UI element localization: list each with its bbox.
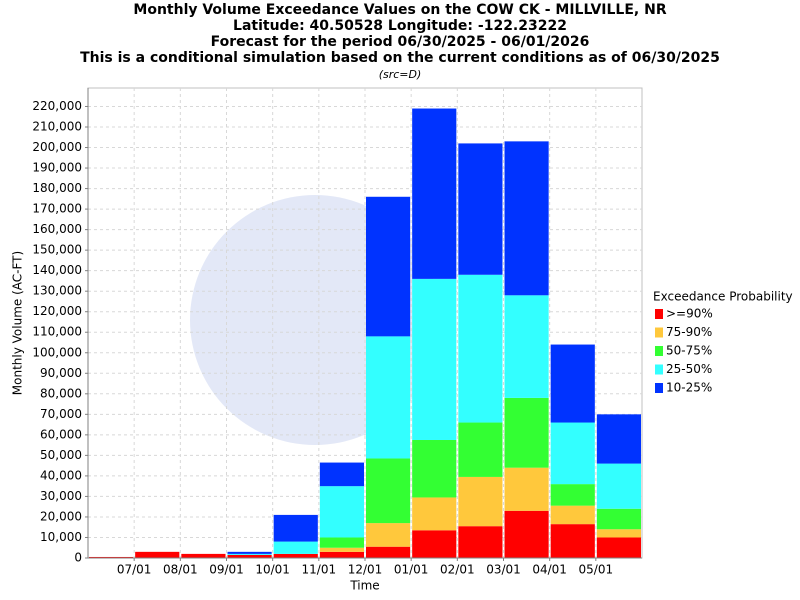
legend-label: 25-50% bbox=[666, 362, 712, 376]
bar-segment bbox=[319, 537, 364, 548]
y-tick-label: 160,000 bbox=[32, 222, 82, 236]
legend-label: 50-75% bbox=[666, 344, 712, 358]
bar-segment bbox=[458, 274, 503, 423]
bar-segment bbox=[412, 108, 457, 279]
bar-segment bbox=[412, 278, 457, 440]
bar-segment bbox=[458, 143, 503, 275]
x-tick-label: 11/01 bbox=[302, 563, 337, 577]
y-tick-label: 70,000 bbox=[40, 407, 82, 421]
bar-segment bbox=[504, 397, 549, 468]
y-axis-label: Monthly Volume (AC-FT) bbox=[11, 251, 25, 395]
y-tick-label: 40,000 bbox=[40, 468, 82, 482]
y-tick-label: 180,000 bbox=[32, 181, 82, 195]
bar-segment bbox=[550, 505, 595, 525]
bar-segment bbox=[227, 553, 272, 555]
y-tick-label: 200,000 bbox=[32, 140, 82, 154]
legend-label: 10-25% bbox=[666, 381, 712, 395]
y-tick-label: 10,000 bbox=[40, 530, 82, 544]
bar-segment bbox=[366, 458, 411, 524]
y-tick-label: 90,000 bbox=[40, 366, 82, 380]
y-tick-label: 140,000 bbox=[32, 263, 82, 277]
legend-swatch bbox=[655, 364, 663, 375]
y-tick-label: 20,000 bbox=[40, 509, 82, 523]
bar-segment bbox=[550, 344, 595, 423]
x-tick-label: 10/01 bbox=[255, 563, 290, 577]
bar-segment bbox=[366, 336, 411, 459]
bar-segment bbox=[504, 141, 549, 296]
chart-title: This is a conditional simulation based o… bbox=[80, 50, 720, 66]
y-tick-label: 130,000 bbox=[32, 284, 82, 298]
bar-segment bbox=[227, 554, 272, 558]
bar-segment bbox=[366, 196, 411, 337]
legend-swatch bbox=[655, 383, 663, 393]
bar-segment bbox=[135, 551, 180, 558]
bar-segment bbox=[458, 476, 503, 527]
chart-title: Monthly Volume Exceedance Values on the … bbox=[133, 2, 666, 18]
legend-label: >=90% bbox=[666, 307, 713, 321]
x-tick-label: 07/01 bbox=[117, 563, 152, 577]
bar-segment bbox=[596, 414, 641, 464]
legend-label: 75-90% bbox=[666, 325, 712, 339]
bar-segment bbox=[596, 537, 641, 558]
bar-segment bbox=[504, 295, 549, 398]
x-tick-label: 01/01 bbox=[394, 563, 429, 577]
bar-segment bbox=[596, 529, 641, 538]
bar-segment bbox=[596, 508, 641, 530]
x-tick-label: 05/01 bbox=[579, 563, 614, 577]
subtitle: (src=D) bbox=[379, 68, 422, 81]
x-tick-label: 08/01 bbox=[163, 563, 198, 577]
bar-segment bbox=[273, 541, 318, 554]
bar-segment bbox=[504, 467, 549, 511]
x-tick-label: 04/01 bbox=[532, 563, 567, 577]
bar-segment bbox=[227, 551, 272, 554]
bar-segment bbox=[319, 547, 364, 552]
x-tick-label: 03/01 bbox=[486, 563, 521, 577]
legend-swatch bbox=[655, 346, 663, 356]
bar-segment bbox=[319, 462, 364, 487]
chart-title: Forecast for the period 06/30/2025 - 06/… bbox=[211, 34, 590, 50]
bar-segment bbox=[319, 486, 364, 538]
y-tick-label: 80,000 bbox=[40, 386, 82, 400]
bar-segment bbox=[319, 551, 364, 558]
y-tick-label: 150,000 bbox=[32, 243, 82, 257]
y-tick-label: 60,000 bbox=[40, 427, 82, 441]
bar-segment bbox=[458, 422, 503, 477]
bar-segment bbox=[273, 553, 318, 558]
y-tick-label: 50,000 bbox=[40, 448, 82, 462]
bar-segment bbox=[181, 553, 226, 558]
bar-segment bbox=[550, 422, 595, 485]
bar-segment bbox=[458, 526, 503, 558]
bar-segment bbox=[412, 530, 457, 558]
x-axis-label: Time bbox=[349, 579, 379, 593]
bar-segment bbox=[412, 439, 457, 498]
y-tick-label: 190,000 bbox=[32, 161, 82, 175]
x-tick-label: 09/01 bbox=[209, 563, 244, 577]
bar-segment bbox=[550, 524, 595, 558]
y-tick-label: 100,000 bbox=[32, 345, 82, 359]
bar-segment bbox=[366, 546, 411, 558]
x-tick-label: 12/01 bbox=[348, 563, 383, 577]
legend-swatch bbox=[655, 327, 663, 338]
bar-segment bbox=[596, 463, 641, 509]
bar-segment bbox=[273, 514, 318, 542]
bar-segment bbox=[504, 510, 549, 558]
bar-segment bbox=[366, 523, 411, 547]
y-tick-label: 110,000 bbox=[32, 325, 82, 339]
y-tick-label: 170,000 bbox=[32, 202, 82, 216]
bar-segment bbox=[89, 556, 134, 558]
legend-title: Exceedance Probability bbox=[653, 290, 793, 304]
y-tick-label: 120,000 bbox=[32, 304, 82, 318]
y-tick-label: 210,000 bbox=[32, 119, 82, 133]
y-tick-label: 220,000 bbox=[32, 99, 82, 113]
y-tick-label: 30,000 bbox=[40, 489, 82, 503]
legend-swatch bbox=[655, 309, 663, 319]
bar-segment bbox=[550, 484, 595, 506]
chart-title: Latitude: 40.50528 Longitude: -122.23222 bbox=[233, 18, 567, 34]
bar-segment bbox=[412, 497, 457, 531]
y-tick-label: 0 bbox=[74, 551, 82, 565]
x-tick-label: 02/01 bbox=[440, 563, 475, 577]
